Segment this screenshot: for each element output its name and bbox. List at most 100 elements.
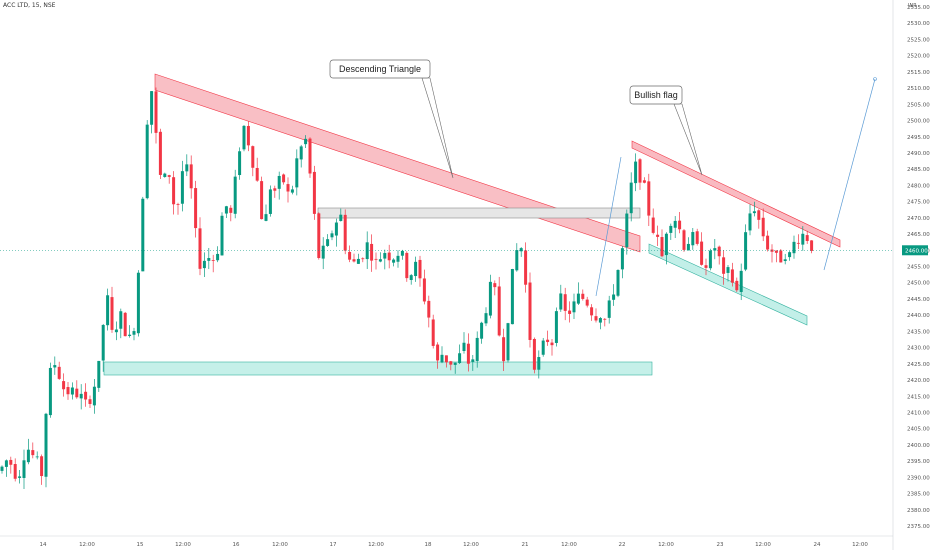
price-tick-label: 2440.00: [907, 313, 930, 319]
candle-body: [370, 243, 374, 261]
candle-body: [493, 283, 497, 288]
candle-body: [774, 250, 778, 253]
candle-body: [761, 217, 765, 237]
candle-body: [713, 248, 717, 251]
candle-body: [255, 167, 259, 181]
candle-body: [634, 161, 638, 184]
candle-body: [572, 301, 576, 313]
candle-body: [704, 265, 708, 268]
price-tick-label: 2400.00: [907, 443, 930, 449]
time-tick-label: 14: [40, 542, 47, 548]
candle-body: [167, 175, 171, 177]
candle-body: [537, 357, 541, 370]
candle-body: [119, 311, 123, 329]
time-tick-label: 12:00: [852, 542, 868, 548]
candle-body: [238, 151, 242, 176]
candle-body: [176, 204, 180, 205]
candle-body: [361, 258, 365, 260]
candle-body: [559, 293, 563, 310]
price-tick-label: 2480.00: [907, 183, 930, 189]
candle-body: [678, 220, 682, 230]
candle-body: [431, 319, 435, 346]
candle-body: [700, 241, 704, 265]
candle-body: [387, 252, 391, 261]
candle-body: [339, 214, 343, 221]
price-tick-label: 2455.00: [907, 265, 930, 271]
candle-body: [84, 391, 88, 400]
candle-body: [180, 171, 184, 204]
candle-body: [26, 449, 30, 463]
candle-body: [44, 413, 48, 477]
candle-body: [374, 258, 378, 260]
candle-body: [453, 362, 457, 365]
candle-body: [343, 214, 347, 251]
candle-body: [612, 294, 616, 300]
candle-body: [488, 281, 492, 316]
candle-body: [620, 248, 624, 270]
annotations: Descending Triangle Bullish flag: [329, 59, 703, 179]
candle-body: [216, 253, 220, 261]
candle-body: [299, 146, 303, 160]
candle-body: [757, 210, 761, 220]
candle-body: [88, 399, 92, 404]
time-tick-label: 12:00: [658, 542, 674, 548]
candle-body: [730, 269, 734, 283]
candle-body: [326, 239, 330, 246]
candle-body: [563, 294, 567, 311]
candle-body: [392, 259, 396, 263]
time-tick-label: 24: [814, 542, 821, 548]
candle-body: [722, 257, 726, 274]
candle-body: [436, 344, 440, 361]
candle-body: [642, 180, 646, 183]
time-tick-label: 12:00: [755, 542, 771, 548]
candle-body: [506, 323, 510, 361]
candle-body: [123, 312, 127, 337]
candle-body: [409, 275, 413, 280]
candle-body: [352, 259, 356, 262]
candle-body: [532, 338, 536, 370]
candle-body: [568, 310, 572, 314]
candle-body: [101, 324, 105, 361]
candle-body: [128, 334, 132, 336]
candle-body: [295, 158, 299, 188]
candle-body: [682, 230, 686, 250]
candle-body: [752, 211, 756, 214]
candle-body: [524, 250, 528, 285]
consolidation-zone: [317, 207, 641, 219]
candle-body: [422, 278, 426, 302]
candle-body: [462, 342, 466, 351]
time-tick-label: 15: [137, 542, 144, 548]
candle-body: [625, 213, 629, 248]
candle-body: [18, 476, 22, 478]
candle-body: [796, 242, 800, 244]
time-tick-label: 12:00: [272, 542, 288, 548]
candle-body: [154, 91, 158, 133]
candle-body: [449, 361, 453, 365]
candle-body: [334, 222, 338, 236]
chart-symbol-title: ACC LTD, 15, NSE: [3, 2, 56, 9]
trend-lines: [595, 77, 877, 297]
projection-arrow-2: [823, 78, 876, 271]
candle-body: [607, 300, 611, 318]
candle-body: [13, 464, 17, 479]
candle-body: [114, 329, 118, 333]
candle-body: [669, 225, 673, 233]
candle-body: [686, 243, 690, 251]
time-axis[interactable]: 14 12:00 15 12:00 16 12:00 17 12:00 18 12:00 21 12:…: [0, 535, 893, 548]
candle-body: [810, 240, 814, 251]
candle-body: [229, 207, 233, 213]
candle-body: [590, 307, 594, 316]
candle-body: [321, 245, 325, 259]
price-tick-label: 2520.00: [907, 54, 930, 60]
candle-body: [260, 181, 264, 220]
flag-lower-channel: [648, 243, 808, 326]
candle-body: [202, 260, 206, 269]
candle-body: [656, 234, 660, 237]
price-tick-label: 2395.00: [907, 459, 930, 465]
candle-body: [348, 251, 352, 260]
candle-body: [651, 217, 655, 233]
candle-body: [801, 233, 805, 245]
time-tick-label: 17: [330, 542, 337, 548]
